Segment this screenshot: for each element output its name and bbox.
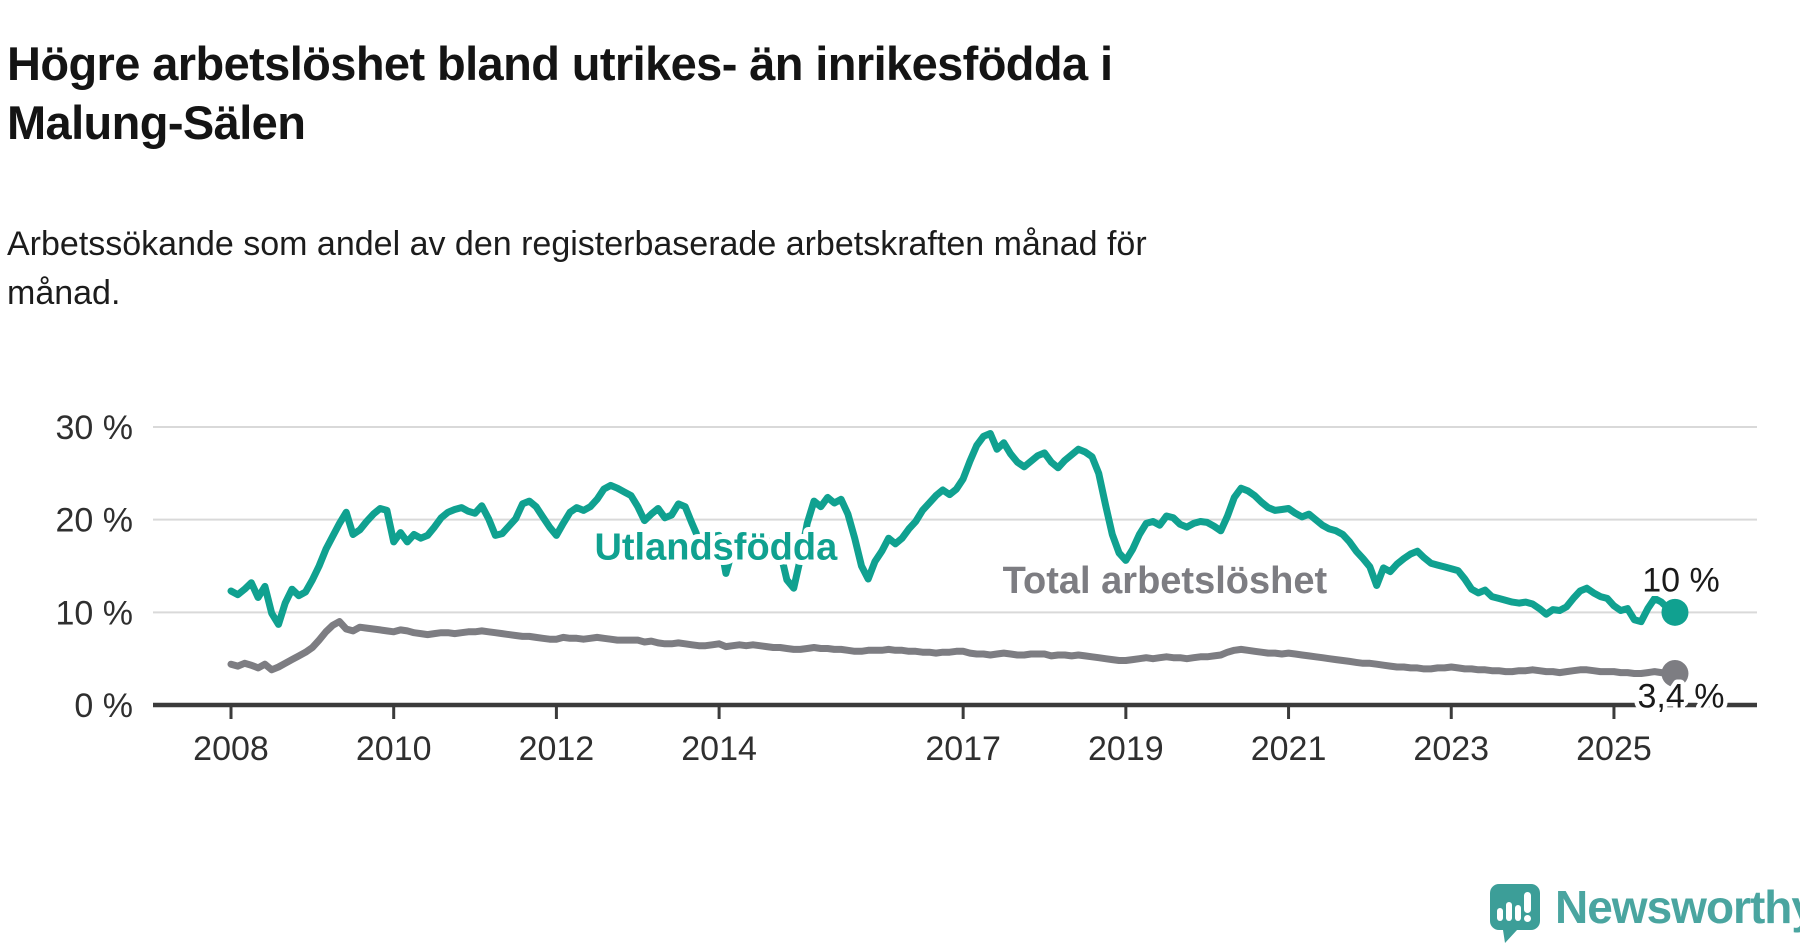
x-tick-label: 2021 xyxy=(1251,730,1327,768)
series-name-label: Utlandsfödda xyxy=(594,527,838,569)
x-tick-label: 2019 xyxy=(1088,730,1164,768)
page-subtitle-line-2: månad. xyxy=(7,274,121,313)
series-line-total xyxy=(227,618,1679,677)
series-name-label: Total arbetslöshet xyxy=(1003,560,1328,602)
x-tick-label: 2023 xyxy=(1413,730,1489,768)
series-end-value-label: 3,4 % xyxy=(1637,677,1724,715)
page-title-line-1: Högre arbetslöshet bland utrikes- än inr… xyxy=(7,37,1113,91)
x-tick-label: 2014 xyxy=(681,730,757,768)
page-subtitle-line-1: Arbetssökande som andel av den registerb… xyxy=(7,225,1147,263)
y-tick-label: 30 % xyxy=(56,409,134,447)
series-end-dot xyxy=(1661,598,1689,626)
page-title: Högre arbetslöshet bland utrikes- än inr… xyxy=(7,35,1507,152)
exclamation-bar-icon xyxy=(1524,892,1531,913)
newsworthy-brand-name: Newsworthy xyxy=(1555,881,1800,933)
bar-icon-2 xyxy=(1506,902,1512,921)
y-tick-label: 20 % xyxy=(56,502,134,540)
bar-icon-3 xyxy=(1515,905,1521,921)
y-tick-label: 0 % xyxy=(74,687,133,725)
page-title-line-2: Malung-Sälen xyxy=(7,95,306,149)
x-tick-label: 2017 xyxy=(925,730,1001,768)
x-tick-label: 2012 xyxy=(519,730,595,768)
series-end-value-label: 10 % xyxy=(1642,561,1720,599)
page-subtitle: Arbetssökande som andel av den registerb… xyxy=(7,220,1527,319)
x-tick-label: 2008 xyxy=(193,730,269,768)
bar-icon-1 xyxy=(1497,908,1503,921)
newsworthy-logo-icon xyxy=(1490,884,1540,943)
series-line-foreign-born xyxy=(227,430,1679,628)
y-tick-label: 10 % xyxy=(56,594,134,632)
newsworthy-logo: Newsworthy xyxy=(1486,882,1800,944)
series-end-dot xyxy=(1661,659,1689,687)
exclamation-dot-icon xyxy=(1524,915,1531,922)
x-tick-label: 2025 xyxy=(1576,730,1652,768)
x-tick-label: 2010 xyxy=(356,730,432,768)
